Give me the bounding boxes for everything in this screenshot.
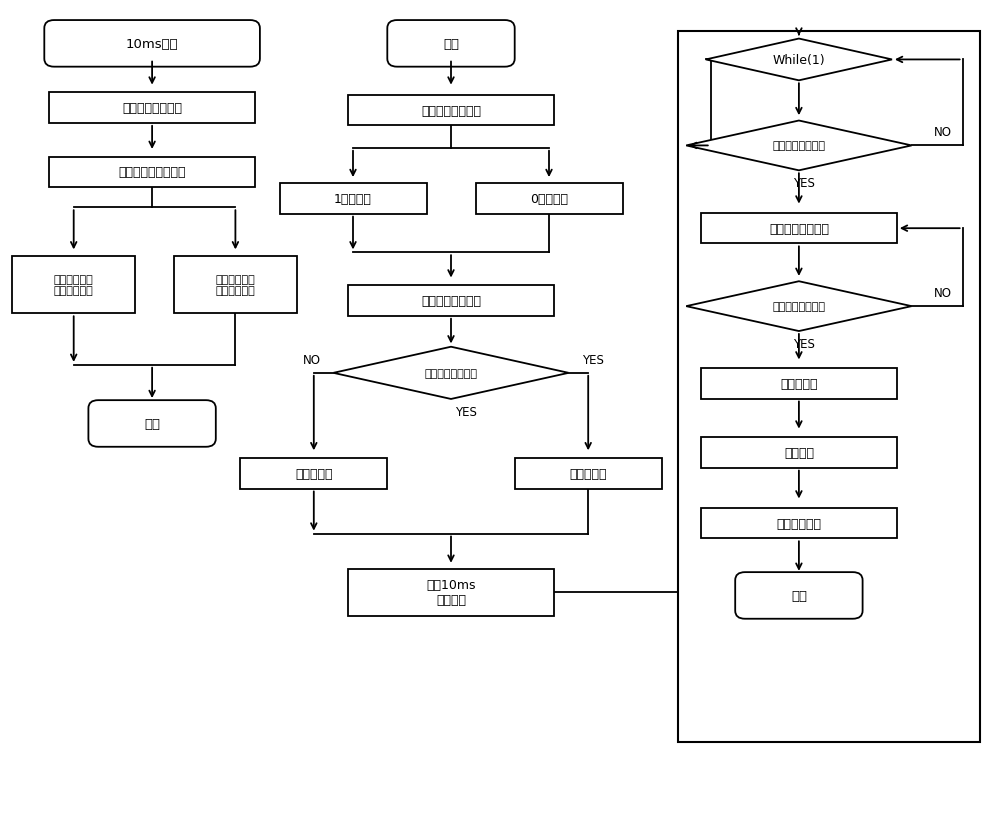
Polygon shape	[706, 39, 892, 81]
Text: 跳出循环: 跳出循环	[784, 446, 814, 459]
FancyBboxPatch shape	[280, 184, 426, 215]
Text: YES: YES	[455, 405, 477, 418]
Text: 判断角度是否增加: 判断角度是否增加	[424, 369, 478, 378]
FancyBboxPatch shape	[49, 157, 255, 188]
Polygon shape	[686, 121, 912, 171]
Text: 读到电机反向限位: 读到电机反向限位	[772, 301, 825, 312]
FancyBboxPatch shape	[387, 21, 515, 68]
Text: While(1): While(1)	[773, 54, 825, 67]
Text: NO: NO	[303, 353, 321, 366]
FancyBboxPatch shape	[348, 96, 554, 126]
Text: YES: YES	[793, 177, 815, 190]
Text: 结束: 结束	[144, 418, 160, 431]
FancyBboxPatch shape	[701, 214, 897, 244]
Text: 给电机施加反向力: 给电机施加反向力	[769, 223, 829, 235]
FancyBboxPatch shape	[12, 256, 135, 314]
Text: 上报故障信息: 上报故障信息	[776, 517, 821, 530]
Text: 小于阈值认为
摩擦力矩正常: 小于阈值认为 摩擦力矩正常	[216, 274, 255, 296]
Text: 实时比较速度与阈值: 实时比较速度与阈值	[118, 166, 186, 179]
Text: 读到电机正向限位: 读到电机正向限位	[772, 141, 825, 152]
Text: 0为无故障: 0为无故障	[530, 192, 568, 206]
Text: 开启10ms
定时中断: 开启10ms 定时中断	[426, 578, 476, 607]
Text: 结束: 结束	[791, 589, 807, 602]
Text: 算出机构差分速度: 算出机构差分速度	[122, 102, 182, 115]
Text: 10ms中断: 10ms中断	[126, 38, 178, 51]
Text: NO: NO	[934, 126, 952, 139]
FancyBboxPatch shape	[701, 509, 897, 539]
FancyBboxPatch shape	[348, 286, 554, 316]
Text: 电机有故障: 电机有故障	[295, 467, 333, 480]
Polygon shape	[686, 282, 912, 332]
Text: 给电机施加正向力: 给电机施加正向力	[421, 295, 481, 308]
FancyBboxPatch shape	[44, 21, 260, 68]
Text: 超过阈值认为
摩擦力矩偏大: 超过阈值认为 摩擦力矩偏大	[54, 274, 94, 296]
FancyBboxPatch shape	[701, 369, 897, 399]
Text: 读取硬件自检信号: 读取硬件自检信号	[421, 105, 481, 117]
FancyBboxPatch shape	[701, 437, 897, 468]
Text: 电机无故障: 电机无故障	[569, 467, 607, 480]
FancyBboxPatch shape	[88, 400, 216, 447]
Text: NO: NO	[934, 287, 952, 300]
Polygon shape	[333, 347, 569, 400]
Text: 关定时中断: 关定时中断	[780, 378, 818, 391]
Text: 1为有故障: 1为有故障	[334, 192, 372, 206]
FancyBboxPatch shape	[348, 569, 554, 616]
FancyBboxPatch shape	[515, 459, 662, 489]
Text: YES: YES	[793, 337, 815, 351]
FancyBboxPatch shape	[735, 572, 863, 619]
FancyBboxPatch shape	[240, 459, 387, 489]
Text: YES: YES	[582, 353, 604, 366]
Text: 开始: 开始	[443, 38, 459, 51]
FancyBboxPatch shape	[476, 184, 622, 215]
FancyBboxPatch shape	[174, 256, 297, 314]
FancyBboxPatch shape	[49, 93, 255, 124]
